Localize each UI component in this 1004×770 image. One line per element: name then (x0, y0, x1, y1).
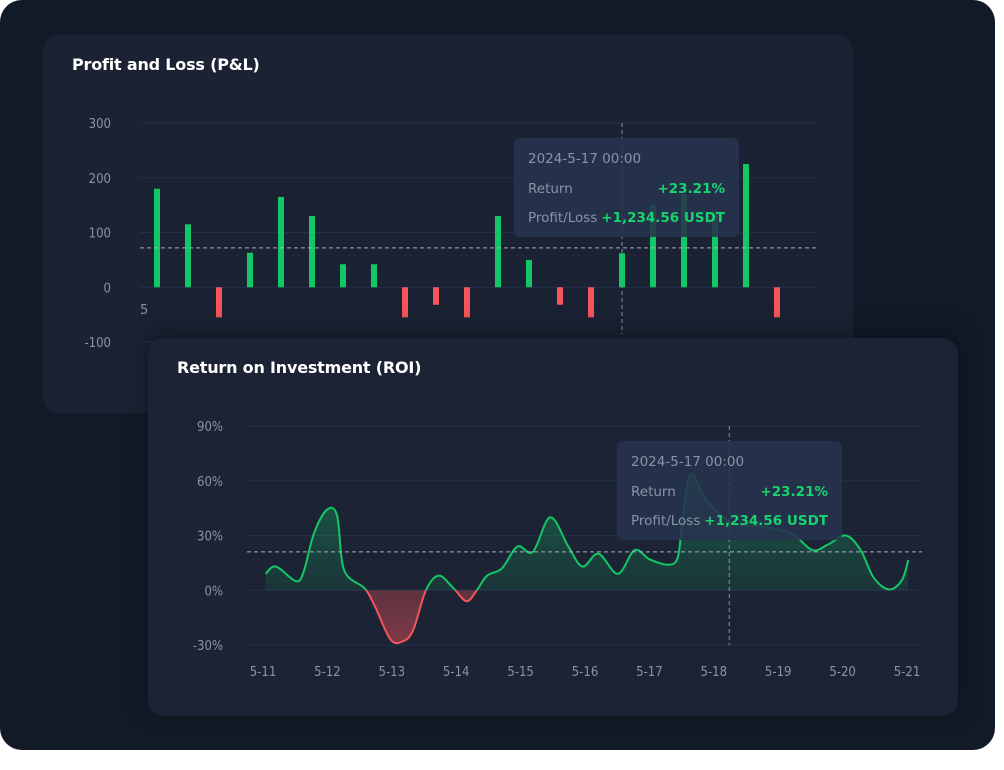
roi-area-positive (265, 473, 909, 591)
x-tick-label: 5-18 (701, 665, 728, 680)
y-tick-label: -100 (84, 336, 111, 351)
pnl-bar (154, 188, 160, 288)
pnl-title: Profit and Loss (P&L) (72, 55, 260, 74)
pnl-bar (495, 216, 501, 288)
tooltip-pl-label: Profit/Loss (631, 513, 701, 529)
pnl-bar (464, 287, 470, 318)
x-tick-label: 5-17 (636, 665, 663, 680)
tooltip-return-label: Return (528, 181, 573, 197)
y-tick-label: 300 (89, 117, 111, 132)
x-tick-label: 5-14 (443, 665, 470, 680)
pnl-bar (309, 216, 315, 288)
pnl-bar (557, 287, 563, 305)
x-tick-label: 5-11 (250, 665, 277, 680)
roi-card: Return on Investment (ROI) 90% 60% 30% 0% -3… (148, 338, 958, 716)
pnl-x-tick-partial: 5 (140, 303, 149, 318)
x-tick-label: 5-20 (829, 665, 856, 680)
tooltip-date: 2024-5-17 00:00 (528, 151, 642, 167)
pnl-bar (681, 194, 687, 288)
pnl-tooltip: 2024-5-17 00:00 Return +23.21% Profit/Los… (514, 138, 739, 237)
y-tick-label: 100 (89, 227, 111, 242)
tooltip-pl-value: +1,234.56 USDT (704, 513, 828, 529)
pnl-bar (278, 196, 284, 288)
x-tick-label: 5-21 (894, 665, 921, 680)
y-tick-label: 90% (197, 420, 223, 435)
roi-line-positive (264, 472, 910, 591)
pnl-bar (619, 253, 625, 288)
y-tick-label: 0% (204, 584, 223, 599)
x-tick-label: 5-13 (379, 665, 406, 680)
pnl-bar (340, 264, 346, 288)
pnl-bar (371, 264, 377, 288)
y-tick-label: 0 (104, 281, 111, 296)
pnl-bar (743, 164, 749, 288)
pnl-bar (526, 259, 532, 288)
pnl-bar (433, 287, 439, 305)
y-tick-label: 200 (89, 172, 111, 187)
roi-title: Return on Investment (ROI) (177, 358, 422, 377)
tooltip-return-value: +23.21% (657, 181, 725, 197)
y-tick-label: 60% (197, 475, 223, 490)
pnl-bar (774, 287, 780, 318)
roi-tooltip: 2024-5-17 00:00 Return +23.21% Profit/Los… (617, 441, 842, 540)
y-tick-label: -30% (193, 639, 223, 654)
pnl-bar (650, 205, 656, 288)
roi-chart[interactable]: 90% 60% 30% 0% -30% 5-11 5-12 5-13 5-14 5-15 5-16 5… (148, 338, 958, 716)
y-tick-label: 30% (197, 530, 223, 545)
pnl-bar (185, 224, 191, 288)
pnl-bar (402, 287, 408, 318)
pnl-bar (216, 287, 222, 318)
x-tick-label: 5-19 (765, 665, 792, 680)
pnl-bar (712, 210, 718, 288)
tooltip-date: 2024-5-17 00:00 (631, 454, 745, 470)
tooltip-return-value: +23.21% (760, 484, 828, 500)
x-tick-label: 5-12 (314, 665, 341, 680)
pnl-bar (588, 287, 594, 318)
tooltip-return-label: Return (631, 484, 676, 500)
tooltip-pl-label: Profit/Loss (528, 210, 598, 226)
x-tick-label: 5-16 (572, 665, 599, 680)
tooltip-pl-value: +1,234.56 USDT (601, 210, 725, 226)
pnl-bar (247, 252, 253, 288)
x-tick-label: 5-15 (507, 665, 534, 680)
roi-area-negative (265, 590, 909, 644)
